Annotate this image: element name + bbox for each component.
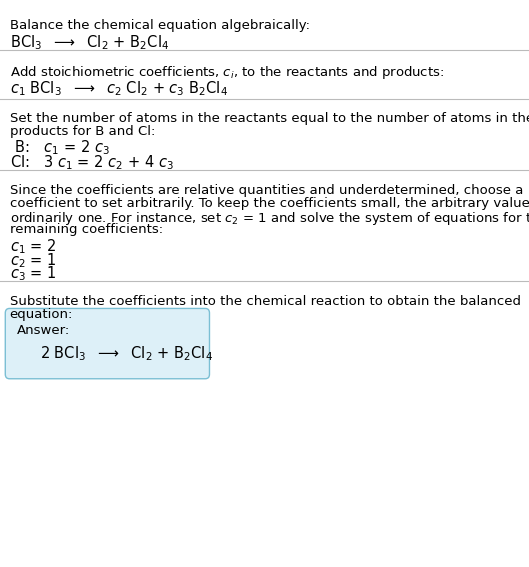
Text: Add stoichiometric coefficients, $c_i$, to the reactants and products:: Add stoichiometric coefficients, $c_i$, … [10,64,444,81]
Text: coefficient to set arbitrarily. To keep the coefficients small, the arbitrary va: coefficient to set arbitrarily. To keep … [10,197,529,210]
Text: B:   $c_1$ = 2 $c_3$: B: $c_1$ = 2 $c_3$ [10,138,110,157]
Text: Cl:   3 $c_1$ = 2 $c_2$ + 4 $c_3$: Cl: 3 $c_1$ = 2 $c_2$ + 4 $c_3$ [10,153,174,172]
Text: ordinarily one. For instance, set $c_2$ = 1 and solve the system of equations fo: ordinarily one. For instance, set $c_2$ … [10,210,529,227]
Text: Answer:: Answer: [17,324,70,337]
Text: BCl$_3$  $\longrightarrow$  Cl$_2$ + B$_2$Cl$_4$: BCl$_3$ $\longrightarrow$ Cl$_2$ + B$_2$… [10,33,169,52]
Text: $c_1$ BCl$_3$  $\longrightarrow$  $c_2$ Cl$_2$ + $c_3$ B$_2$Cl$_4$: $c_1$ BCl$_3$ $\longrightarrow$ $c_2$ Cl… [10,79,227,98]
Text: remaining coefficients:: remaining coefficients: [10,223,162,236]
Text: $c_1$ = 2: $c_1$ = 2 [10,238,56,256]
Text: $c_2$ = 1: $c_2$ = 1 [10,251,56,270]
Text: Set the number of atoms in the reactants equal to the number of atoms in the: Set the number of atoms in the reactants… [10,112,529,125]
Text: equation:: equation: [10,308,73,321]
Text: products for B and Cl:: products for B and Cl: [10,125,155,138]
Text: Balance the chemical equation algebraically:: Balance the chemical equation algebraica… [10,19,309,32]
Text: 2 BCl$_3$  $\longrightarrow$  Cl$_2$ + B$_2$Cl$_4$: 2 BCl$_3$ $\longrightarrow$ Cl$_2$ + B$_… [40,344,213,363]
Text: Since the coefficients are relative quantities and underdetermined, choose a: Since the coefficients are relative quan… [10,184,523,197]
Text: Substitute the coefficients into the chemical reaction to obtain the balanced: Substitute the coefficients into the che… [10,295,521,308]
Text: $c_3$ = 1: $c_3$ = 1 [10,265,56,284]
FancyBboxPatch shape [5,308,209,379]
